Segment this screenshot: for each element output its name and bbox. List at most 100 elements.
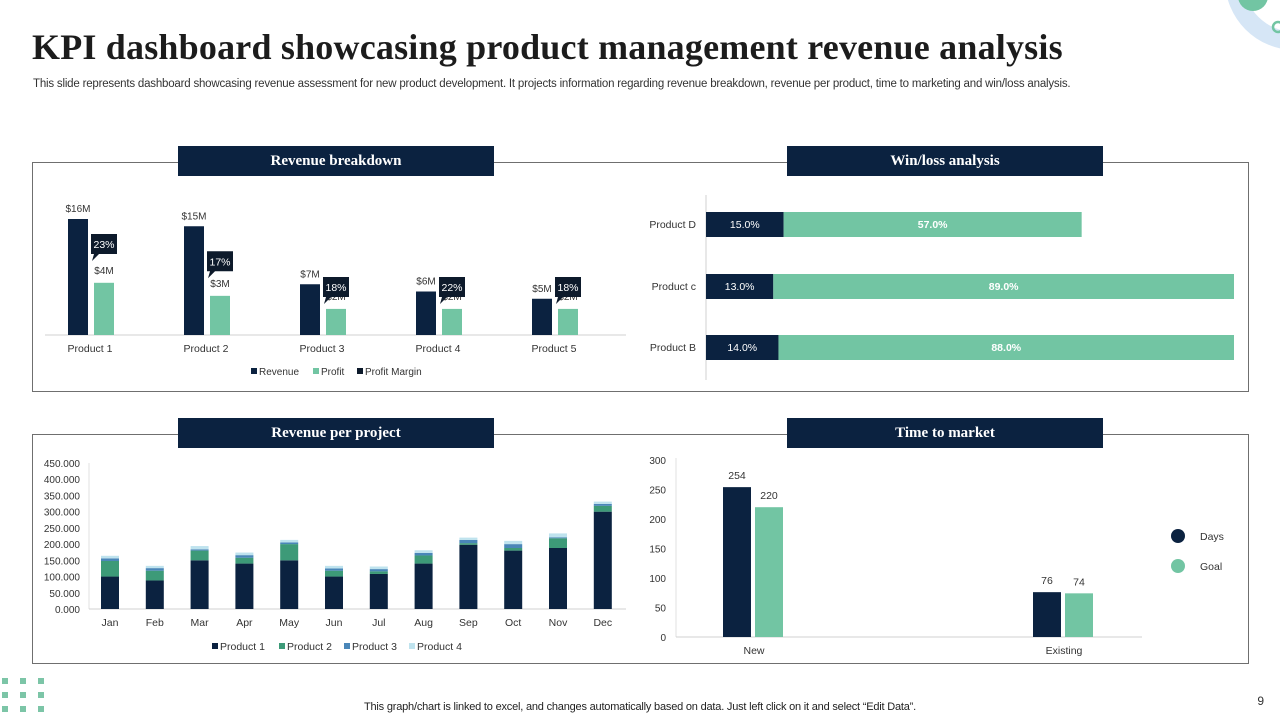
legend-label[interactable]: Goal xyxy=(1200,561,1222,573)
product-3-segment[interactable] xyxy=(504,544,523,549)
product-4-segment[interactable] xyxy=(280,539,299,543)
product-4-segment[interactable] xyxy=(190,546,209,550)
product-3-segment[interactable] xyxy=(325,568,343,571)
category-label: Product 4 xyxy=(416,343,461,355)
profit-label: $4M xyxy=(94,266,113,277)
product-4-segment[interactable] xyxy=(549,533,567,538)
product-1-segment[interactable] xyxy=(593,511,612,609)
product-4-segment[interactable] xyxy=(504,540,523,545)
product-2-segment[interactable] xyxy=(190,550,209,561)
loss-bar[interactable] xyxy=(706,335,779,360)
product-3-segment[interactable] xyxy=(414,552,433,556)
product-4-segment[interactable] xyxy=(459,537,478,540)
legend-label[interactable]: Revenue xyxy=(259,367,299,378)
revenue-breakdown-chart[interactable]: $16M $4M 23% Product 1 $15M $3M 17% Product 2 $7… xyxy=(45,204,626,378)
product-3-segment[interactable] xyxy=(549,537,567,539)
product-1-segment[interactable] xyxy=(190,560,209,609)
legend-label[interactable]: Days xyxy=(1200,531,1224,543)
product-3-segment[interactable] xyxy=(190,549,209,551)
product-1-segment[interactable] xyxy=(145,580,164,609)
product-4-segment[interactable] xyxy=(369,566,388,570)
product-1-segment[interactable] xyxy=(101,576,119,609)
product-4-segment[interactable] xyxy=(235,552,254,556)
time-to-market-chart[interactable]: 0 50 100 150 200 250 300 254 220 New 76 74 Existing D… xyxy=(649,456,1224,657)
legend-label[interactable]: Product 2 xyxy=(287,641,332,653)
loss-bar[interactable] xyxy=(706,274,774,299)
margin-callout[interactable] xyxy=(323,277,349,304)
profit-bar[interactable] xyxy=(94,282,114,335)
legend-label[interactable]: Product 4 xyxy=(417,641,462,653)
product-2-segment[interactable] xyxy=(235,557,254,564)
product-2-segment[interactable] xyxy=(414,555,433,564)
product-2-segment[interactable] xyxy=(145,570,164,581)
product-1-segment[interactable] xyxy=(414,563,433,609)
product-4-segment[interactable] xyxy=(325,565,343,569)
revenue-per-project-header: Revenue per project xyxy=(178,418,494,448)
product-2-segment[interactable] xyxy=(459,543,478,545)
margin-callout[interactable] xyxy=(555,277,581,304)
product-1-segment[interactable] xyxy=(549,548,567,609)
legend-label[interactable]: Profit xyxy=(321,367,345,378)
product-3-segment[interactable] xyxy=(101,558,119,561)
product-2-segment[interactable] xyxy=(101,560,119,577)
product-1-segment[interactable] xyxy=(459,544,478,609)
revenue-bar[interactable] xyxy=(184,226,204,335)
product-3-segment[interactable] xyxy=(145,568,164,571)
product-4-segment[interactable] xyxy=(145,565,164,569)
product-4-segment[interactable] xyxy=(414,550,433,553)
product-2-segment[interactable] xyxy=(549,538,567,549)
legend-label[interactable]: Product 3 xyxy=(352,641,397,653)
product-1-segment[interactable] xyxy=(235,563,254,609)
category-label: Existing xyxy=(1046,645,1083,657)
days-bar[interactable] xyxy=(723,487,751,637)
category-label: Product 2 xyxy=(184,343,229,355)
revenue-bar[interactable] xyxy=(300,284,320,335)
revenue-bar[interactable] xyxy=(532,298,552,335)
profit-bar[interactable] xyxy=(210,295,230,335)
slide-title: KPI dashboard showcasing product managem… xyxy=(32,27,1063,67)
days-bar[interactable] xyxy=(1033,592,1061,637)
product-3-segment[interactable] xyxy=(235,555,254,558)
product-3-segment[interactable] xyxy=(280,542,299,545)
legend-swatch xyxy=(212,643,218,649)
bottom-panel xyxy=(32,434,1249,664)
time-to-market-header: Time to market xyxy=(787,418,1103,448)
win-bar[interactable] xyxy=(778,335,1234,360)
product-3-segment[interactable] xyxy=(369,569,388,572)
product-2-segment[interactable] xyxy=(504,548,523,551)
product-3-segment[interactable] xyxy=(593,503,612,506)
legend-swatch xyxy=(409,643,415,649)
product-2-segment[interactable] xyxy=(369,571,388,574)
legend-label[interactable]: Profit Margin xyxy=(365,367,422,378)
goal-bar[interactable] xyxy=(755,507,783,637)
profit-bar[interactable] xyxy=(558,308,578,335)
product-4-segment[interactable] xyxy=(593,501,612,504)
margin-callout[interactable] xyxy=(91,234,117,261)
y-tick-label: 100 xyxy=(649,574,666,585)
goal-bar[interactable] xyxy=(1065,593,1093,637)
win-loss-chart[interactable]: 15.0% 57.0% Product D 13.0% 89.0% Product c 14… xyxy=(649,195,1234,380)
footer-note: This graph/chart is linked to excel, and… xyxy=(364,701,916,713)
profit-bar[interactable] xyxy=(326,308,346,335)
win-bar[interactable] xyxy=(773,274,1234,299)
product-3-segment[interactable] xyxy=(459,539,478,544)
product-1-segment[interactable] xyxy=(280,560,299,609)
margin-callout[interactable] xyxy=(207,251,233,279)
product-2-segment[interactable] xyxy=(280,544,299,561)
margin-callout[interactable] xyxy=(439,277,465,304)
revenue-bar[interactable] xyxy=(416,291,436,336)
revenue-bar[interactable] xyxy=(68,219,88,335)
product-2-segment[interactable] xyxy=(593,505,612,512)
legend-label[interactable]: Product 1 xyxy=(220,641,265,653)
loss-bar[interactable] xyxy=(706,212,784,237)
profit-bar[interactable] xyxy=(442,308,462,335)
revenue-per-project-chart[interactable]: 0.000 50.000 100.000 150.000 200.000 250.000 3… xyxy=(44,459,626,653)
month-label: Jun xyxy=(326,617,343,629)
product-1-segment[interactable] xyxy=(504,550,523,609)
win-bar[interactable] xyxy=(783,212,1082,237)
product-2-segment[interactable] xyxy=(325,570,343,577)
product-4-segment[interactable] xyxy=(101,555,119,559)
product-1-segment[interactable] xyxy=(325,576,343,609)
product-1-segment[interactable] xyxy=(369,573,388,609)
